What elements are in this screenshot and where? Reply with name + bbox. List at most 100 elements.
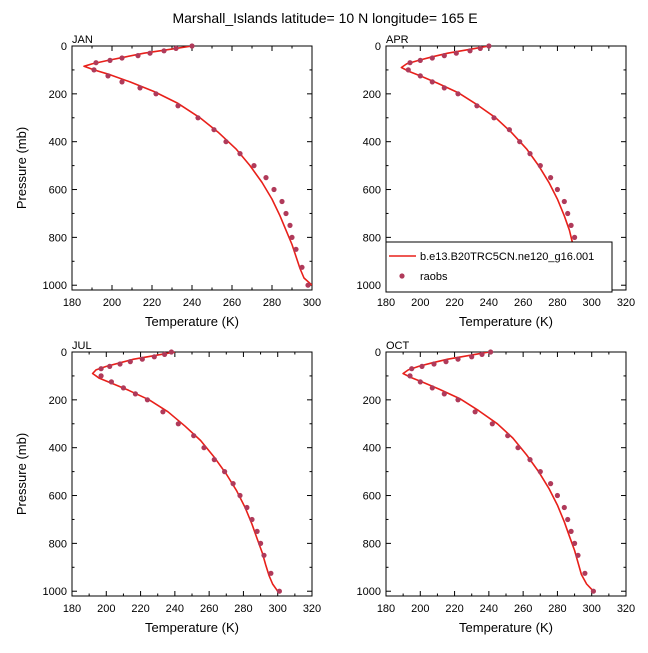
x-tick-label: 280: [548, 297, 566, 309]
legend-box: [385, 241, 613, 293]
y-tick-label: 0: [375, 347, 381, 359]
x-tick-label: 220: [131, 603, 149, 615]
raobs-point: [561, 504, 567, 511]
raobs-point: [572, 540, 578, 547]
x-tick-label: 300: [583, 603, 601, 615]
raobs-point: [305, 282, 311, 288]
raobs-point: [472, 409, 478, 415]
y-tick-label: 400: [49, 443, 67, 455]
model-profile-line: [83, 46, 312, 286]
raobs-point: [105, 73, 111, 79]
panel-label: JUL: [72, 340, 92, 352]
x-tick-label: 320: [617, 297, 635, 309]
plot-frame: [71, 45, 313, 291]
raobs-point: [561, 198, 567, 205]
x-tick-label: 260: [514, 603, 532, 615]
model-profile-line: [402, 352, 594, 592]
raobs-point: [287, 222, 293, 228]
raobs-point: [582, 570, 588, 576]
y-tick-label: 1000: [357, 280, 381, 292]
raobs-point: [249, 516, 255, 523]
raobs-point: [223, 139, 229, 145]
raobs-point: [554, 492, 561, 499]
x-tick-label: 320: [617, 603, 635, 615]
x-tick-label: 300: [583, 297, 601, 309]
raobs-point: [453, 50, 459, 56]
raobs-point: [230, 481, 236, 487]
raobs-point: [568, 528, 574, 535]
legend-model-label: b.e13.B20TRC5CN.ne120_g16.001: [420, 251, 594, 263]
raobs-point: [93, 60, 99, 66]
raobs-point: [299, 264, 305, 270]
raobs-point: [137, 85, 143, 91]
x-tick-label: 240: [480, 297, 498, 309]
raobs-point: [554, 186, 561, 193]
legend-obs-marker: [399, 273, 405, 279]
plot-frame: [71, 351, 313, 597]
raobs-point: [237, 151, 243, 157]
y-tick-label: 200: [363, 89, 381, 101]
raobs-point: [548, 481, 554, 487]
x-tick-label: 220: [445, 603, 463, 615]
y-tick-label: 200: [49, 89, 67, 101]
raobs-point: [222, 469, 228, 475]
x-tick-label: 200: [411, 297, 429, 309]
raobs-point: [405, 67, 411, 73]
raobs-point: [107, 57, 113, 64]
raobs-point: [283, 210, 289, 217]
raobs-point: [153, 91, 159, 97]
x-tick-label: 180: [63, 603, 81, 615]
raobs-point: [441, 85, 447, 91]
raobs-point: [565, 210, 571, 217]
raobs-point: [279, 198, 285, 205]
panel-label: OCT: [386, 340, 410, 352]
y-tick-label: 400: [49, 137, 67, 149]
y-tick-label: 800: [49, 232, 67, 244]
raobs-point: [139, 356, 145, 362]
raobs-point: [527, 151, 533, 157]
raobs-point: [147, 50, 153, 56]
raobs-point: [506, 127, 512, 133]
raobs-point: [263, 175, 269, 181]
x-tick-label: 240: [183, 297, 201, 309]
raobs-point: [417, 379, 423, 385]
x-tick-label: 300: [269, 603, 287, 615]
x-tick-label: 280: [263, 297, 281, 309]
raobs-point: [505, 433, 511, 439]
raobs-point: [201, 445, 207, 451]
y-tick-label: 0: [375, 41, 381, 53]
raobs-point: [417, 57, 423, 64]
raobs-point: [527, 457, 533, 463]
y-tick-label: 600: [363, 491, 381, 503]
x-tick-label: 200: [103, 297, 121, 309]
raobs-point: [244, 504, 250, 511]
x-tick-label: 200: [411, 603, 429, 615]
raobs-point: [98, 366, 104, 372]
raobs-point: [409, 366, 415, 372]
x-tick-label: 260: [200, 603, 218, 615]
raobs-point: [548, 175, 554, 181]
raobs-point: [211, 457, 217, 463]
raobs-point: [91, 67, 97, 73]
raobs-point: [455, 91, 461, 97]
x-axis-label: Temperature (K): [459, 620, 553, 635]
model-profile-line: [91, 352, 279, 592]
x-tick-label: 200: [97, 603, 115, 615]
y-tick-label: 600: [49, 491, 67, 503]
raobs-point: [117, 361, 123, 367]
raobs-point: [419, 363, 425, 369]
x-tick-label: 240: [480, 603, 498, 615]
y-axis-label: Pressure (mb): [14, 433, 29, 515]
raobs-point: [195, 115, 201, 121]
y-tick-label: 200: [363, 395, 381, 407]
raobs-point: [477, 45, 483, 52]
panel-oct: OCT 180 200 220 240 260 280 300 320 0 200 400 600 800…: [357, 340, 636, 635]
panel-apr: APR 180 200 220 240 260 280 300 320 0 200 400 600 800…: [357, 34, 636, 329]
raobs-point: [120, 385, 126, 391]
raobs-point: [127, 359, 133, 365]
raobs-point: [429, 385, 435, 391]
raobs-point: [261, 552, 267, 558]
x-tick-label: 180: [377, 603, 395, 615]
raobs-point: [479, 351, 485, 357]
